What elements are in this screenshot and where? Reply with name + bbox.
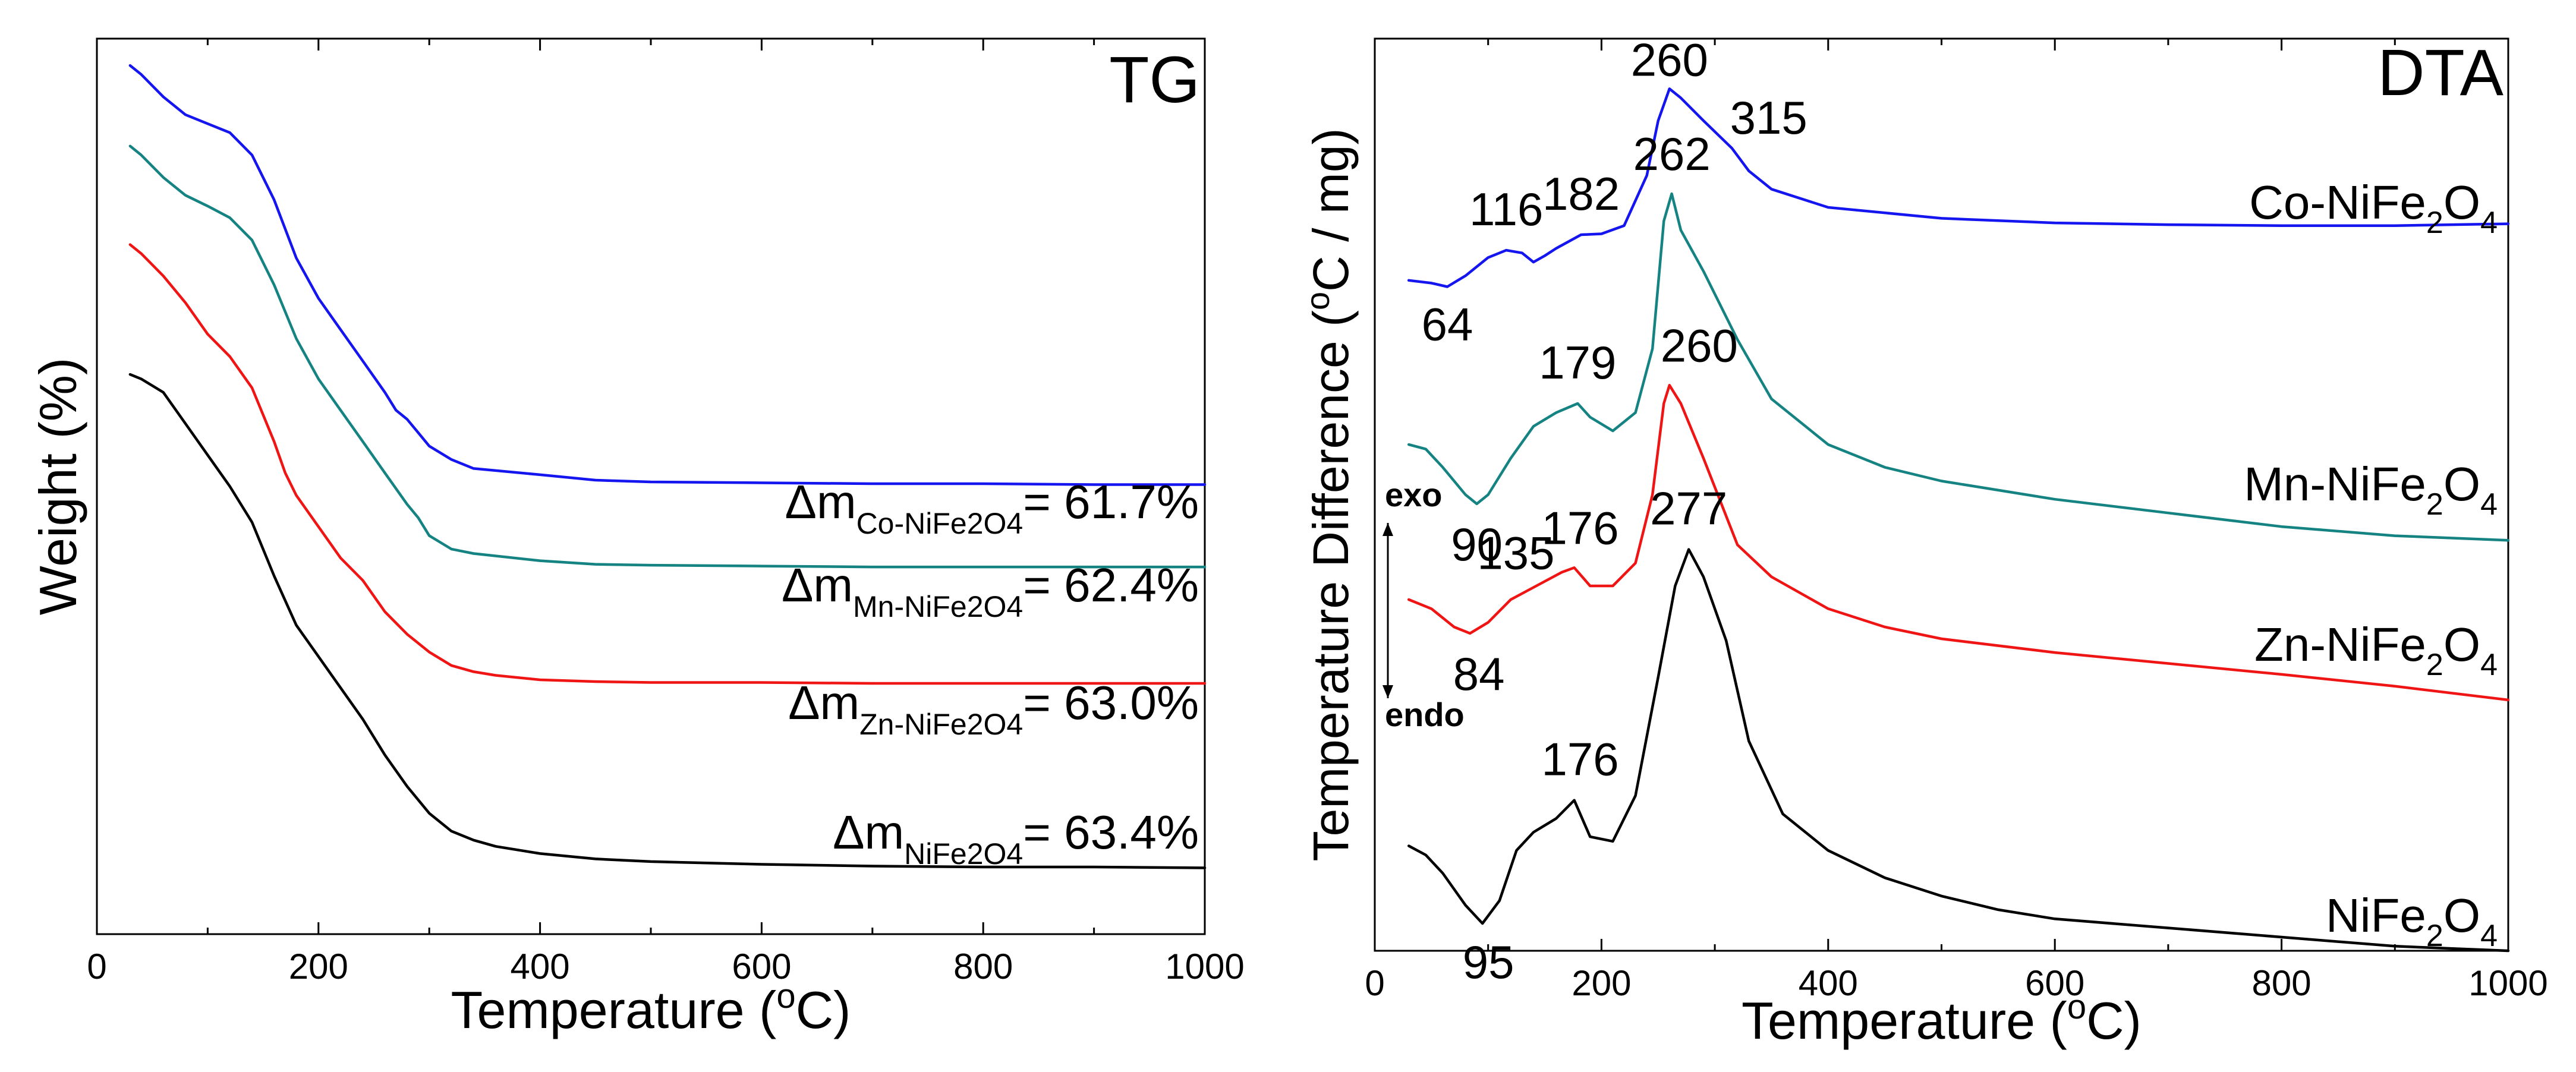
dta-x-tick-label: 0 <box>1365 963 1384 1003</box>
tg-x-tick-label: 0 <box>87 947 106 986</box>
endo-arrow-head <box>1383 685 1393 698</box>
tg-mass-loss-annotation: ΔmNiFe2O4= 63.4% <box>833 806 1199 871</box>
dta-peak-label: 260 <box>1631 33 1708 86</box>
dta-peak-label: 176 <box>1542 733 1619 786</box>
tg-series-mn-nife2o4 <box>128 144 1207 569</box>
dta-series-name-label: Co-NiFe2O4 <box>2249 176 2498 240</box>
exo-arrow-head <box>1383 523 1393 536</box>
dta-peak-label: 262 <box>1633 128 1711 180</box>
tg-series-nife2o4 <box>128 373 1207 869</box>
dta-series-name-label: NiFe2O4 <box>2326 889 2498 953</box>
endo-label: endo <box>1385 696 1465 733</box>
dta-x-tick-label: 1000 <box>2468 963 2547 1003</box>
dta-peak-label: 84 <box>1453 648 1505 700</box>
tg-panel: 0 200 400 600 800 1000 Temperature (oC) Weight … <box>29 37 1245 1039</box>
dta-x-axis-label: Temperature (oC) <box>1742 988 2142 1050</box>
exo-label: exo <box>1385 476 1443 513</box>
dta-title: DTA <box>2377 36 2503 109</box>
dta-peak-label: 277 <box>1650 483 1727 535</box>
dta-panel: 0 200 400 600 800 1000 Temperature (oC) Tempera… <box>1299 33 2548 1050</box>
tg-title: TG <box>1109 43 1200 116</box>
dta-series-zn-nife2o4 <box>1407 384 2510 702</box>
dta-series-name-label: Mn-NiFe2O4 <box>2244 458 2498 522</box>
tg-x-tick-label: 200 <box>289 947 348 986</box>
tg-x-tick-label: 800 <box>953 947 1013 986</box>
dta-peak-label: 179 <box>1539 336 1616 389</box>
dta-peak-label: 182 <box>1542 168 1620 220</box>
tg-mass-loss-annotation: ΔmCo-NiFe2O4= 61.7% <box>785 475 1199 540</box>
dta-peak-label: 64 <box>1422 298 1473 351</box>
dta-y-axis-label: Temperature Difference (oC / mg) <box>1299 128 1359 861</box>
tg-mass-loss-annotation: ΔmZn-NiFe2O4= 63.0% <box>788 676 1199 741</box>
dta-series-co-nife2o4 <box>1407 87 2510 288</box>
tg-x-tick-label: 1000 <box>1165 947 1244 986</box>
dta-x-tick-label: 200 <box>1572 963 1631 1003</box>
dta-series-name-label: Zn-NiFe2O4 <box>2254 618 2498 682</box>
dta-x-tick-label: 600 <box>2025 963 2084 1003</box>
tg-series-co-nife2o4 <box>128 64 1207 486</box>
tg-series-zn-nife2o4 <box>128 243 1207 685</box>
dta-x-tick-label: 400 <box>1799 963 1858 1003</box>
dta-peak-label: 90 <box>1451 518 1503 570</box>
tg-mass-loss-annotation: ΔmMn-NiFe2O4= 62.4% <box>782 559 1199 623</box>
dta-peak-label: 116 <box>1469 183 1543 235</box>
dta-peak-label: 176 <box>1542 502 1619 554</box>
dta-peak-label: 315 <box>1730 92 1807 144</box>
dta-peak-label: 95 <box>1463 936 1514 988</box>
tg-y-axis-label: Weight (%) <box>29 358 87 616</box>
tg-x-tick-label: 600 <box>732 947 791 986</box>
dta-peak-label: 260 <box>1661 319 1738 371</box>
dta-x-tick-label: 800 <box>2252 963 2312 1003</box>
dta-series-mn-nife2o4 <box>1407 192 2510 542</box>
tg-x-axis-label: Temperature (oC) <box>451 977 851 1039</box>
tg-x-tick-label: 400 <box>511 947 570 986</box>
dta-series-nife2o4 <box>1407 548 2510 953</box>
dta-peak-label: 135 <box>1477 527 1554 579</box>
